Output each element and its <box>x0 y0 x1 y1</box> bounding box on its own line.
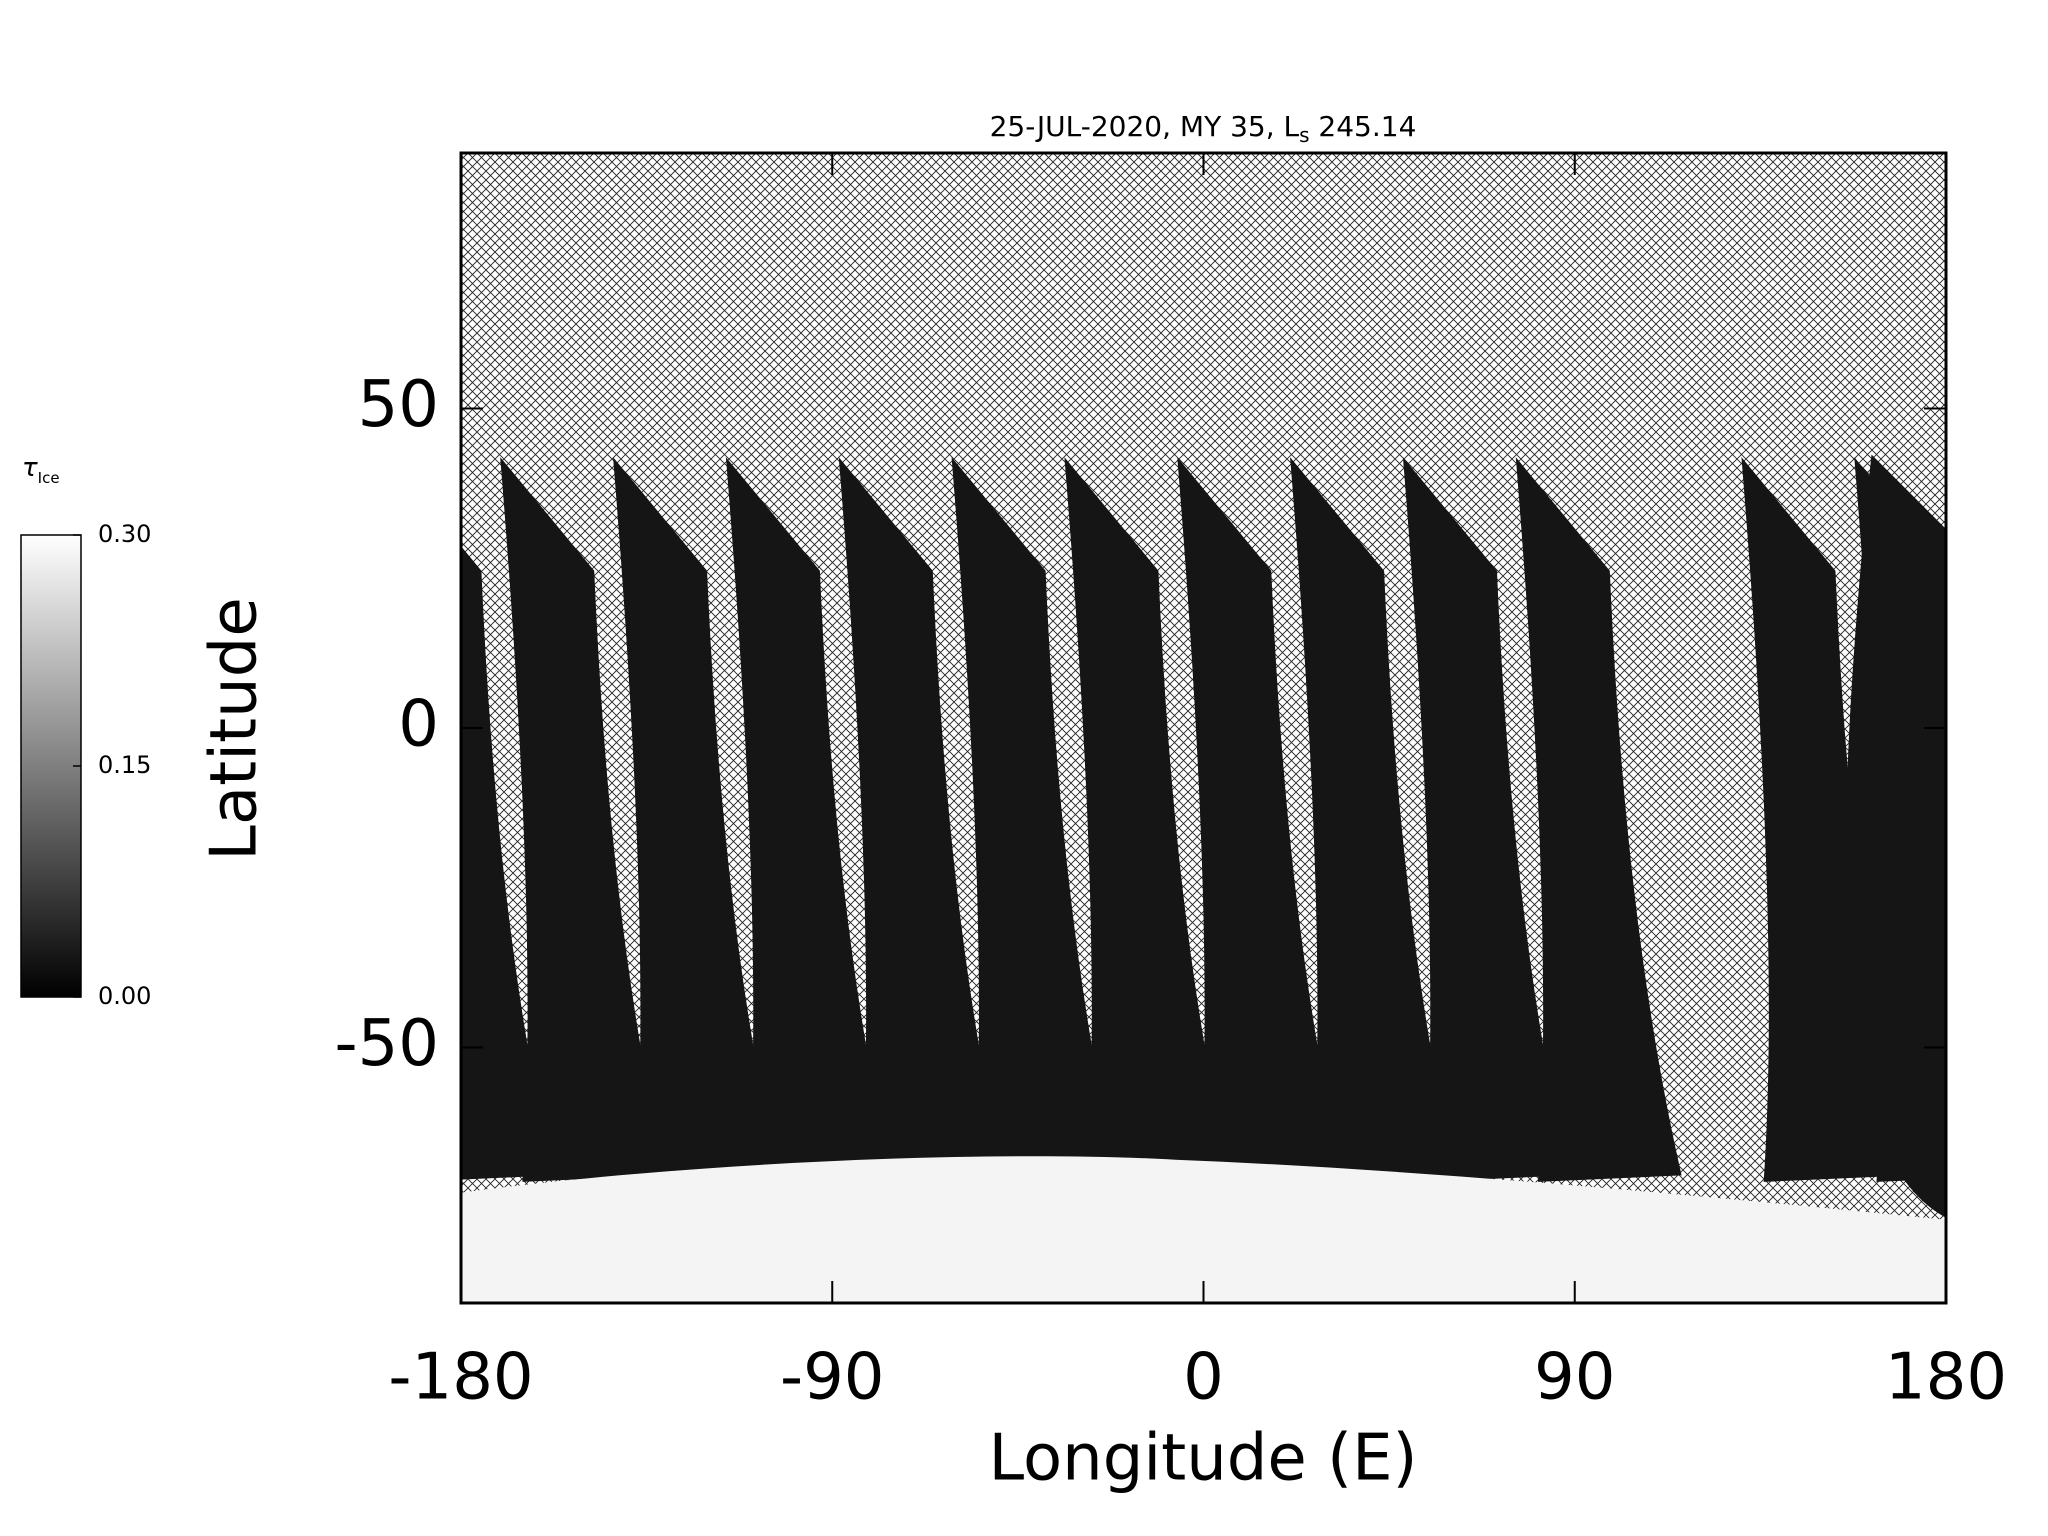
swath <box>1290 457 1456 1182</box>
swath <box>461 546 554 1180</box>
swath <box>1515 457 1682 1182</box>
map-area <box>461 153 1946 1303</box>
swath <box>613 457 779 1182</box>
swath <box>1177 457 1344 1182</box>
y-tick-label: 50 <box>358 368 439 442</box>
y-tick-label: 0 <box>398 688 439 762</box>
x-axis-title: Longitude (E) <box>988 1422 1417 1496</box>
swath <box>500 457 667 1182</box>
colorbar-title: τIce <box>22 453 60 487</box>
x-tick-label: 0 <box>1183 1341 1224 1415</box>
swaths <box>461 454 1946 1303</box>
x-tick-label: -180 <box>388 1341 533 1415</box>
colorbar <box>20 534 82 998</box>
colorbar-tick-label: 0.00 <box>98 982 151 1010</box>
chart-title: 25-JUL-2020, MY 35, Ls 245.14 <box>990 110 1417 147</box>
swath <box>951 457 1118 1182</box>
colorbar-tick-label: 0.30 <box>98 520 151 548</box>
swath <box>1064 457 1231 1182</box>
polar-cap <box>461 1156 1946 1303</box>
x-tick-label: -90 <box>780 1341 885 1415</box>
y-tick-label: -50 <box>334 1007 439 1081</box>
swath <box>838 457 1005 1182</box>
swath <box>725 457 892 1182</box>
swath <box>1402 457 1569 1182</box>
x-tick-label: 180 <box>1885 1341 2007 1415</box>
swath <box>1845 454 1946 1218</box>
colorbar-tick-label: 0.15 <box>98 751 151 779</box>
y-axis-title: Latitude <box>198 597 272 860</box>
x-tick-label: 90 <box>1534 1341 1615 1415</box>
